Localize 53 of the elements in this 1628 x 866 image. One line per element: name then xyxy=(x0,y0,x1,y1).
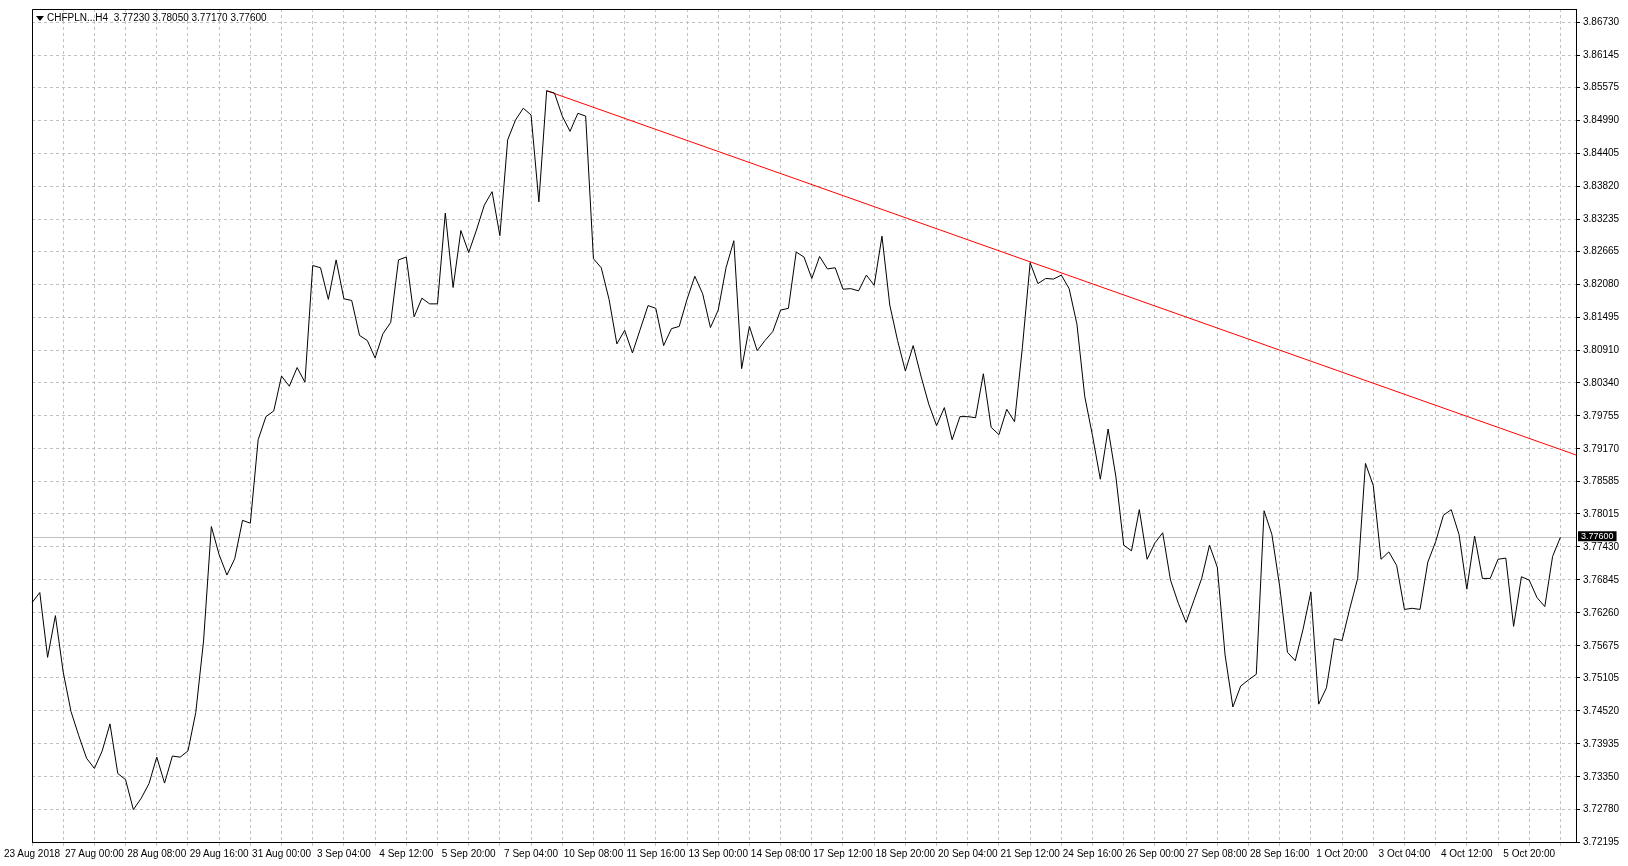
chart-title: CHFPLN...H4 3.77230 3.78050 3.77170 3.77600 xyxy=(47,11,268,23)
y-tick-label: 3.80910 xyxy=(1583,344,1620,356)
y-tick-label: 3.77430 xyxy=(1583,540,1620,552)
x-tick-label: 3 Sep 04:00 xyxy=(316,847,372,859)
x-tick-label: 10 Sep 08:00 xyxy=(563,847,624,859)
x-tick-label: 20 Sep 04:00 xyxy=(938,847,998,859)
y-tick-label: 3.78015 xyxy=(1583,507,1620,519)
y-tick-label: 3.72195 xyxy=(1583,835,1620,847)
y-tick-label: 3.76260 xyxy=(1583,606,1620,618)
ref-line-label: 3.77600 xyxy=(1581,530,1614,541)
x-tick-label: 23 Aug 2018 xyxy=(3,847,61,859)
x-tick-label: 4 Oct 12:00 xyxy=(1440,847,1494,859)
y-tick-label: 3.83820 xyxy=(1583,180,1620,192)
x-tick-label: 5 Sep 20:00 xyxy=(441,847,497,859)
y-tick-label: 3.84990 xyxy=(1583,114,1620,126)
x-tick-label: 26 Sep 00:00 xyxy=(1125,847,1186,859)
y-tick-label: 3.76845 xyxy=(1583,573,1620,585)
x-tick-label: 31 Aug 00:00 xyxy=(252,847,312,859)
y-tick-label: 3.79755 xyxy=(1583,409,1620,421)
y-tick-label: 3.78585 xyxy=(1583,475,1620,487)
x-tick-label: 13 Sep 00:00 xyxy=(688,847,749,859)
x-tick-label: 27 Sep 08:00 xyxy=(1187,847,1248,859)
x-tick-label: 28 Sep 16:00 xyxy=(1249,847,1310,859)
y-tick-label: 3.73350 xyxy=(1583,770,1620,782)
y-tick-label: 3.79170 xyxy=(1583,442,1620,454)
y-tick-label: 3.75675 xyxy=(1583,639,1620,651)
y-tick-label: 3.84405 xyxy=(1583,147,1620,159)
x-tick-label: 24 Sep 16:00 xyxy=(1062,847,1123,859)
x-tick-label: 1 Oct 20:00 xyxy=(1316,847,1369,859)
y-tick-label: 3.74520 xyxy=(1583,704,1620,716)
x-tick-label: 28 Aug 08:00 xyxy=(127,847,187,859)
y-tick-label: 3.85575 xyxy=(1583,81,1620,93)
x-tick-label: 17 Sep 12:00 xyxy=(813,847,874,859)
x-tick-label: 4 Sep 12:00 xyxy=(379,847,434,859)
y-tick-label: 3.72780 xyxy=(1583,802,1620,814)
y-tick-label: 3.81495 xyxy=(1583,311,1620,323)
x-tick-label: 7 Sep 04:00 xyxy=(504,847,559,859)
y-tick-label: 3.73935 xyxy=(1583,737,1620,749)
x-tick-label: 21 Sep 12:00 xyxy=(1000,847,1061,859)
x-tick-label: 5 Oct 20:00 xyxy=(1503,847,1556,859)
x-tick-label: 18 Sep 20:00 xyxy=(875,847,936,859)
y-tick-label: 3.80340 xyxy=(1583,376,1620,388)
y-tick-label: 3.75105 xyxy=(1583,671,1620,683)
y-tick-label: 3.86145 xyxy=(1583,49,1620,61)
x-tick-label: 14 Sep 08:00 xyxy=(750,847,811,859)
y-tick-label: 3.82080 xyxy=(1583,278,1620,290)
x-tick-label: 27 Aug 00:00 xyxy=(64,847,125,859)
x-tick-label: 29 Aug 16:00 xyxy=(189,847,250,859)
x-tick-label: 3 Oct 04:00 xyxy=(1378,847,1431,859)
x-tick-label: 11 Sep 16:00 xyxy=(626,847,686,859)
y-tick-label: 3.82665 xyxy=(1583,245,1620,257)
y-tick-label: 3.83235 xyxy=(1583,213,1620,225)
y-tick-label: 3.86730 xyxy=(1583,16,1620,28)
